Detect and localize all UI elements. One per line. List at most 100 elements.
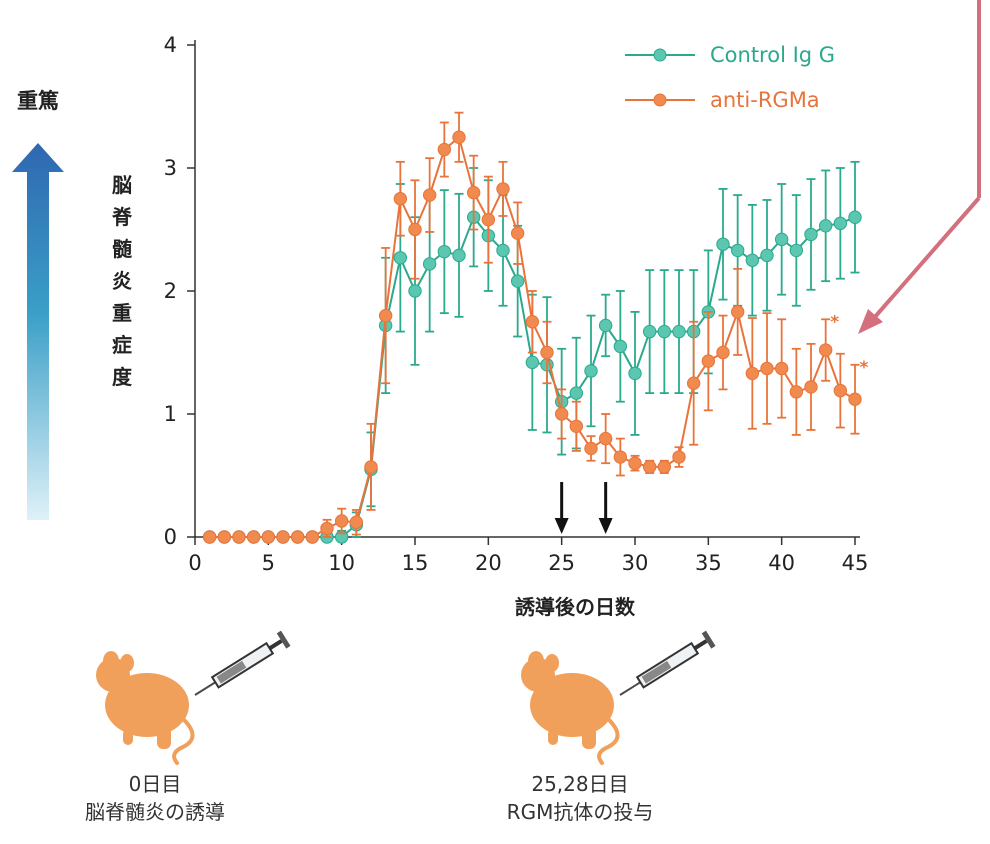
caption-induction: 0日目 脳脊髄炎の誘導 [60, 770, 250, 826]
syringe-icon [194, 630, 291, 696]
y-tick-label: 2 [164, 279, 177, 303]
x-tick-label: 5 [262, 551, 275, 575]
data-point [437, 244, 452, 259]
data-point [334, 514, 349, 528]
mouse-icon [521, 651, 620, 765]
data-point [569, 419, 584, 433]
data-point [510, 226, 525, 240]
data-point [774, 232, 789, 247]
data-point [774, 361, 789, 376]
data-point [818, 219, 833, 233]
data-point [789, 385, 804, 399]
data-point [349, 515, 364, 529]
data-point [246, 530, 261, 544]
x-tick-label: 25 [548, 551, 575, 575]
x-tick-label: 10 [328, 551, 355, 575]
data-point [261, 530, 276, 544]
data-point [833, 216, 848, 231]
caption-induction-text: 脳脊髄炎の誘導 [85, 800, 225, 824]
x-tick-label: 45 [842, 551, 869, 575]
down-arrow-head [554, 518, 569, 534]
syringe-icon [619, 630, 716, 696]
data-point [848, 210, 862, 224]
x-tick-label: 15 [402, 551, 429, 575]
data-point [628, 456, 642, 470]
data-point [232, 530, 246, 544]
caption-dosing-text: RGM抗体の投与 [506, 800, 654, 824]
mouse-injection-illustration-left [96, 630, 291, 765]
data-point [525, 355, 540, 370]
data-point [598, 318, 613, 333]
significance-asterisk: * [860, 358, 869, 378]
data-point [818, 343, 833, 357]
data-point [496, 182, 510, 196]
x-tick-label: 30 [622, 551, 649, 575]
data-point [496, 243, 510, 258]
plot-area: ** [202, 111, 869, 544]
y-tick-label: 0 [164, 525, 177, 549]
data-point [466, 185, 481, 200]
severity-label: 重篤 [17, 89, 59, 113]
down-arrow-head [598, 518, 613, 534]
data-point [848, 392, 862, 406]
data-point [804, 227, 818, 242]
data-point [657, 460, 672, 474]
y-axis-label-char: 炎 [112, 269, 132, 293]
y-axis-label-char: 度 [112, 365, 133, 389]
data-point [202, 530, 217, 544]
data-point [613, 339, 628, 354]
y-tick-label: 3 [164, 156, 177, 180]
legend-label-control: Control Ig G [710, 43, 835, 67]
data-point [540, 345, 554, 360]
caption-dosing-day: 25,28日目 [531, 772, 629, 796]
legend: Control Ig G anti-RGMa [625, 43, 835, 112]
data-point [364, 460, 378, 474]
data-point [686, 376, 701, 390]
y-tick-label: 1 [164, 402, 177, 426]
data-point [290, 530, 305, 544]
data-point [672, 324, 686, 339]
data-point [730, 243, 745, 258]
data-point [393, 251, 408, 265]
caption-dosing: 25,28日目 RGM抗体の投与 [470, 770, 690, 826]
x-tick-label: 35 [695, 551, 722, 575]
data-point [716, 345, 730, 360]
data-point [393, 192, 408, 206]
y-axis-label: 脳脊髄炎重症度 [111, 173, 133, 389]
significance-asterisk: * [830, 312, 839, 332]
y-axis-label-char: 脳 [111, 173, 132, 197]
down-arrow-icon [554, 482, 569, 534]
data-point [408, 284, 422, 298]
data-point [789, 243, 804, 258]
pink-pointer-arrow [858, 0, 981, 334]
data-point [452, 248, 466, 263]
x-tick-label: 0 [188, 551, 201, 575]
down-arrow-icon [598, 482, 613, 534]
data-point [378, 308, 393, 323]
data-point [481, 212, 496, 227]
y-axis-label-char: 脊 [111, 205, 133, 229]
data-point [422, 188, 437, 202]
data-point [584, 441, 598, 456]
data-point [408, 222, 422, 237]
data-point [642, 460, 657, 474]
data-point [701, 354, 716, 368]
series-anti-rgma [202, 111, 862, 544]
data-point [833, 383, 848, 398]
y-tick-label: 4 [164, 33, 177, 57]
x-tick-label: 20 [475, 551, 502, 575]
data-point [320, 521, 334, 536]
data-point [437, 142, 452, 157]
caption-induction-day: 0日目 [128, 772, 182, 796]
x-tick-label: 40 [768, 551, 795, 575]
data-point [804, 380, 818, 394]
data-point [672, 450, 686, 464]
data-point [716, 237, 730, 251]
y-axis-label-char: 髄 [112, 237, 132, 261]
data-point [745, 253, 760, 267]
data-point [657, 324, 672, 339]
data-point [730, 305, 745, 319]
